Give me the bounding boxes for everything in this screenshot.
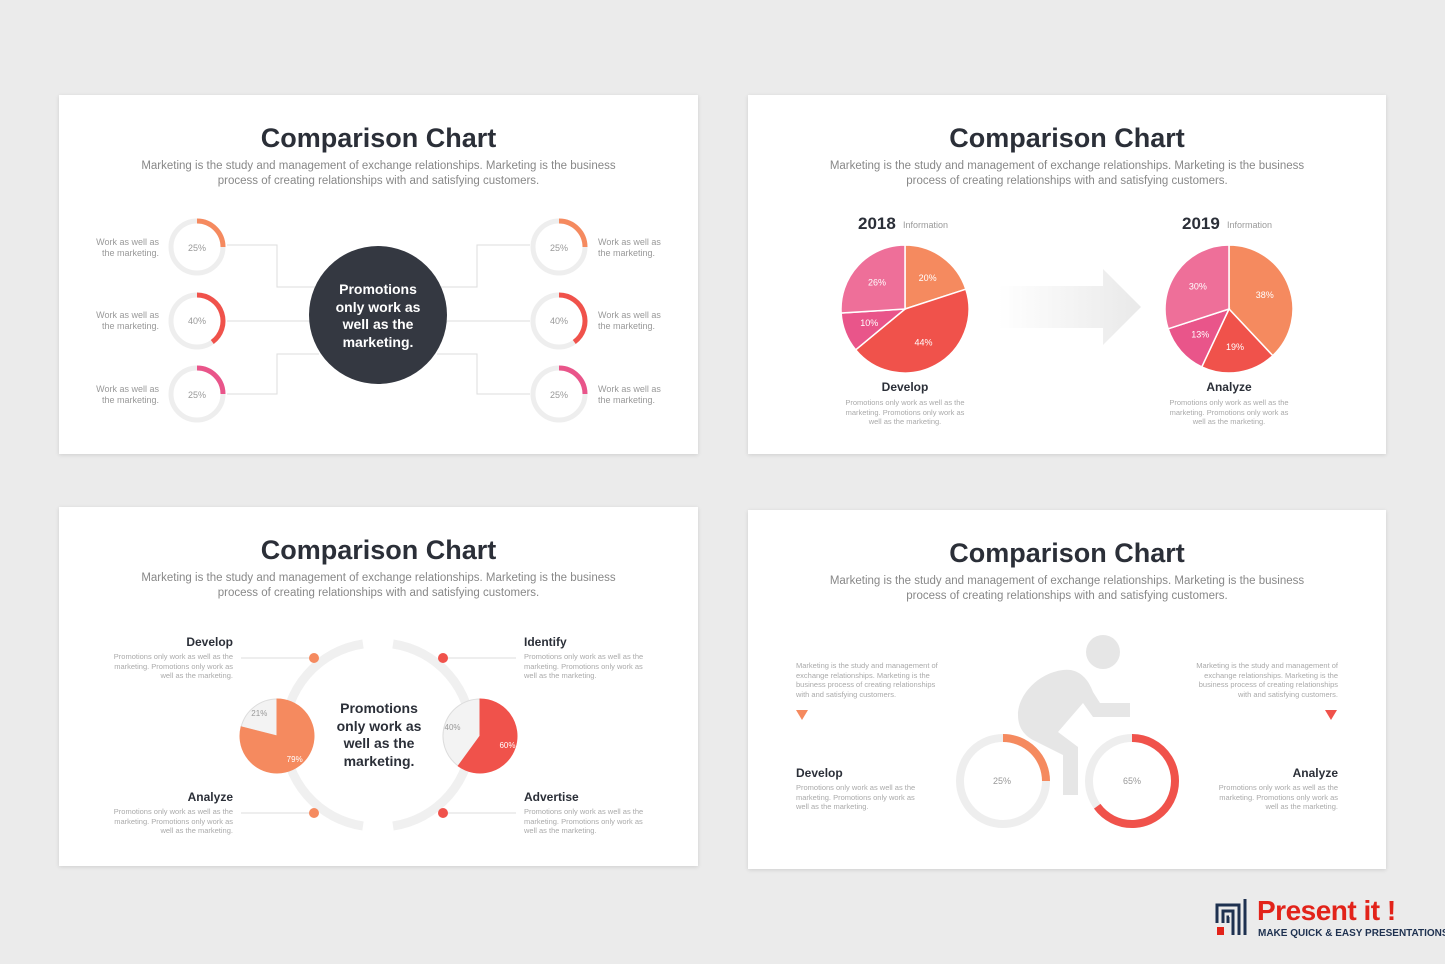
desc-analyze: Promotions only work as well as the marke… xyxy=(113,807,233,835)
slide-subtitle: Marketing is the study and management of… xyxy=(141,572,616,599)
logo-tagline: MAKE QUICK & EASY PRESENTATIONS xyxy=(1258,928,1445,939)
triangle-down-icon xyxy=(1325,710,1337,720)
ring-right-3 xyxy=(558,365,588,395)
desc-develop: Promotions only work as well as the marke… xyxy=(113,652,233,680)
desc-analyze: Promotions only work as well as the marke… xyxy=(1169,398,1289,426)
center-circle xyxy=(309,246,447,384)
slide-title: Comparison Chart xyxy=(260,535,497,565)
slide-subtitle: Marketing is the study and management of… xyxy=(141,160,616,187)
slide-4[interactable]: Comparison Chart Marketing is the study … xyxy=(748,510,1386,869)
ring-value: 25% xyxy=(187,243,206,253)
slide-subtitle: Marketing is the study and management of… xyxy=(829,575,1305,602)
ring-left-2 xyxy=(196,292,226,345)
slide-title: Comparison Chart xyxy=(949,538,1185,568)
slide-1[interactable]: Comparison Chart Marketing is the study … xyxy=(59,95,698,454)
label-left-3: Work as well as the marketing. xyxy=(96,384,159,405)
heading-identify: Identify xyxy=(524,635,567,649)
dot-identify xyxy=(438,653,448,663)
ring-value: 65% xyxy=(1122,776,1141,786)
year-2018: 2018 xyxy=(858,214,896,233)
triangle-down-icon xyxy=(796,710,808,720)
pie-2019-label: 38% xyxy=(1256,290,1274,300)
dot-analyze xyxy=(309,808,319,818)
desc-identify: Promotions only work as well as the marke… xyxy=(524,652,644,680)
center-text: Promotions only work as well as the marketi… xyxy=(336,700,422,769)
pie-2018-slice xyxy=(904,244,967,311)
ring-left-3 xyxy=(196,365,226,395)
slide-title: Comparison Chart xyxy=(949,123,1185,153)
pie-2019-label: 19% xyxy=(1226,342,1244,352)
pie-2018-slice xyxy=(854,288,970,374)
label-left-2: Work as well as the marketing. xyxy=(96,310,159,331)
heading-analyze: Analyze xyxy=(1206,380,1252,394)
pie-2018-label: 10% xyxy=(860,318,878,328)
slide-2[interactable]: Comparison Chart Marketing is the study … xyxy=(748,95,1386,454)
desc-advertise: Promotions only work as well as the marke… xyxy=(524,807,644,835)
info-2019: Information xyxy=(1227,220,1273,230)
ring-value: 40% xyxy=(187,316,206,326)
pie-right-label: 40% xyxy=(445,723,461,732)
heading-develop: Develop xyxy=(881,380,929,394)
ring-right-1 xyxy=(558,218,588,248)
label-right-2: Work as well as the marketing. xyxy=(598,310,661,331)
arrow-right-icon xyxy=(998,269,1141,345)
slide-subtitle: Marketing is the study and management of… xyxy=(829,160,1305,187)
pie-2018-label: 26% xyxy=(868,278,886,288)
pie-2018-label: 20% xyxy=(919,273,937,283)
ring-value: 25% xyxy=(992,776,1011,786)
logo-mark-icon xyxy=(1215,899,1247,935)
ring-develop xyxy=(1002,734,1050,782)
pie-right-slice xyxy=(457,698,518,774)
logo-brand: Present it ! xyxy=(1257,895,1396,926)
pie-2018-slice xyxy=(840,244,906,314)
slide-title: Comparison Chart xyxy=(260,123,497,153)
pie-2019-slice xyxy=(1164,244,1230,330)
pie-2019-slice xyxy=(1228,244,1294,357)
ring-value: 25% xyxy=(549,390,568,400)
heading-develop: Develop xyxy=(186,635,233,649)
pie-2019-label: 30% xyxy=(1189,281,1207,291)
year-2019: 2019 xyxy=(1182,214,1220,233)
ring-left-1 xyxy=(196,218,226,248)
pie-left-slice xyxy=(239,698,315,774)
pie-left-slice xyxy=(240,698,278,737)
pie-comparison: 20% 44% 10% 26% 38% 19% 13% 30% xyxy=(840,244,1294,374)
desc-develop: Promotions only work as well as the marke… xyxy=(845,398,965,426)
heading-advertise: Advertise xyxy=(524,790,579,804)
ring-analyze xyxy=(1093,734,1179,828)
note-left: Marketing is the study and management of… xyxy=(796,661,938,699)
heading-analyze: Analyze xyxy=(187,790,233,804)
label-left-1: Work as well as the marketing. xyxy=(96,237,159,258)
ring-right-2 xyxy=(558,292,588,345)
ring-value: 25% xyxy=(549,243,568,253)
heading-analyze: Analyze xyxy=(1292,766,1338,780)
note-right: Marketing is the study and management of… xyxy=(1196,661,1338,699)
pie-left-label: 79% xyxy=(287,755,303,764)
pie-right-slice xyxy=(442,698,481,767)
dot-advertise xyxy=(438,808,448,818)
cycle-diagram: 21% 79% 40% 60% xyxy=(239,639,518,831)
label-right-1: Work as well as the marketing. xyxy=(598,237,661,258)
label-right-3: Work as well as the marketing. xyxy=(598,384,661,405)
dot-develop xyxy=(309,653,319,663)
ring-value: 25% xyxy=(187,390,206,400)
pie-left-label: 21% xyxy=(251,709,267,718)
connector-diagram xyxy=(168,218,588,423)
pie-2018-label: 44% xyxy=(914,338,932,348)
heading-develop: Develop xyxy=(796,766,843,780)
ring-value: 40% xyxy=(549,316,568,326)
pie-2019-label: 13% xyxy=(1191,329,1209,339)
center-text: Promotions only work as well as the marketi… xyxy=(335,281,421,350)
pie-right-label: 60% xyxy=(499,741,515,750)
cyclist-icon xyxy=(1018,635,1130,795)
slide-3[interactable]: Comparison Chart Marketing is the study … xyxy=(59,507,698,866)
pie-2019-slice xyxy=(1200,307,1274,374)
desc-develop: Promotions only work as well as the marke… xyxy=(796,783,916,811)
info-2018: Information xyxy=(903,220,949,230)
brand-logo: Present it ! MAKE QUICK & EASY PRESENTAT… xyxy=(1215,895,1445,945)
cyclist-diagram xyxy=(796,635,1337,828)
desc-analyze: Promotions only work as well as the marke… xyxy=(1218,783,1338,811)
